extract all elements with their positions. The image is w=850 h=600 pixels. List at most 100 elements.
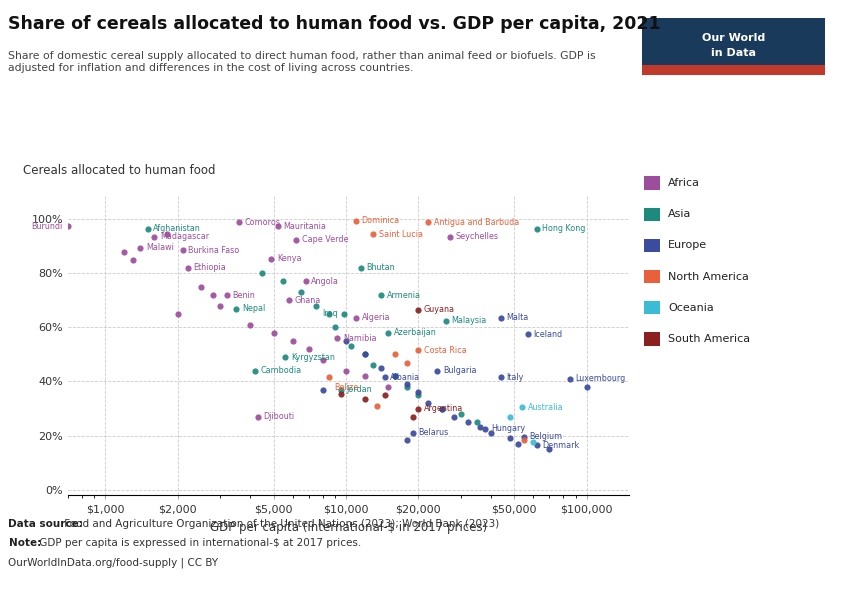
Point — [411, 390, 425, 400]
Point — [337, 309, 351, 319]
Point — [334, 389, 348, 398]
Point — [271, 221, 285, 231]
Point — [181, 263, 195, 273]
Point — [316, 355, 330, 365]
Text: Food and Agriculture Organization of the United Nations (2023); World Bank (2023: Food and Agriculture Organization of the… — [61, 519, 500, 529]
Text: in Data: in Data — [711, 49, 756, 58]
Point — [243, 320, 257, 329]
Point — [435, 404, 449, 413]
Point — [299, 277, 313, 286]
Text: Hungary: Hungary — [491, 424, 525, 433]
Text: Burundi: Burundi — [31, 221, 62, 230]
Text: Europe: Europe — [668, 241, 707, 250]
Point — [580, 382, 593, 392]
Point — [366, 229, 380, 239]
Text: Azerbaijan: Azerbaijan — [394, 328, 437, 337]
Point — [322, 309, 336, 319]
Point — [371, 401, 384, 410]
Point — [406, 412, 420, 421]
Text: Bhutan: Bhutan — [366, 263, 394, 272]
Point — [213, 301, 227, 311]
Point — [400, 435, 414, 445]
Text: Djibouti: Djibouti — [264, 412, 294, 421]
Point — [349, 216, 363, 226]
Text: Benin: Benin — [232, 290, 255, 299]
Text: Malta: Malta — [507, 313, 529, 322]
Point — [526, 437, 540, 447]
Point — [563, 374, 576, 383]
Point — [331, 334, 344, 343]
Point — [512, 439, 525, 448]
Text: South America: South America — [668, 334, 751, 344]
Point — [518, 432, 531, 442]
Text: Note:: Note: — [8, 538, 41, 548]
Point — [232, 217, 246, 227]
Point — [339, 366, 353, 376]
Text: Madagascar: Madagascar — [160, 232, 209, 241]
Point — [195, 282, 208, 292]
Point — [220, 290, 234, 300]
Text: Share of domestic cereal supply allocated to direct human food, rather than anim: Share of domestic cereal supply allocate… — [8, 51, 596, 73]
FancyBboxPatch shape — [642, 65, 824, 75]
Point — [521, 329, 535, 339]
Text: Ethiopia: Ethiopia — [193, 263, 226, 272]
Point — [267, 328, 280, 338]
Point — [530, 224, 543, 233]
Text: Cambodia: Cambodia — [261, 366, 302, 375]
Point — [279, 352, 292, 362]
Point — [518, 435, 531, 445]
Point — [339, 336, 353, 346]
Text: Angola: Angola — [311, 277, 339, 286]
Text: Malaysia: Malaysia — [451, 316, 487, 325]
Point — [411, 346, 425, 355]
Point — [382, 382, 395, 392]
Text: Antigua and Barbuda: Antigua and Barbuda — [434, 218, 519, 227]
Text: North America: North America — [668, 272, 749, 281]
Point — [117, 247, 131, 257]
Point — [503, 433, 517, 443]
Text: Guyana: Guyana — [424, 305, 455, 314]
Text: Malawi: Malawi — [146, 243, 174, 252]
Point — [206, 290, 219, 300]
Text: Iceland: Iceland — [534, 329, 563, 338]
Point — [473, 422, 487, 432]
Point — [411, 388, 425, 397]
Point — [141, 224, 155, 233]
Text: Argentina: Argentina — [424, 404, 463, 413]
Point — [431, 366, 445, 376]
Point — [400, 379, 414, 389]
Point — [358, 350, 371, 359]
Text: Armenia: Armenia — [387, 290, 421, 299]
Text: Africa: Africa — [668, 178, 700, 188]
Point — [358, 350, 371, 359]
Point — [454, 409, 468, 419]
FancyBboxPatch shape — [642, 18, 824, 75]
Point — [126, 255, 139, 265]
Point — [248, 366, 262, 376]
Point — [378, 373, 392, 382]
Point — [435, 404, 449, 413]
Point — [479, 424, 492, 434]
Point — [439, 316, 452, 325]
Point — [322, 373, 336, 382]
Point — [382, 328, 395, 338]
Text: Cape Verde: Cape Verde — [302, 235, 348, 244]
Point — [358, 394, 371, 404]
Text: Kenya: Kenya — [277, 254, 302, 263]
Text: OurWorldInData.org/food-supply | CC BY: OurWorldInData.org/food-supply | CC BY — [8, 557, 218, 568]
Text: Albania: Albania — [390, 373, 421, 382]
Point — [422, 217, 435, 227]
Point — [515, 403, 529, 412]
Text: Costa Rica: Costa Rica — [424, 346, 467, 355]
X-axis label: GDP per capita (international-$ in 2017 prices): GDP per capita (international-$ in 2017 … — [210, 521, 487, 534]
Point — [256, 269, 269, 278]
Text: Nepal: Nepal — [241, 304, 265, 313]
Text: Belarus: Belarus — [418, 428, 449, 437]
Point — [176, 245, 190, 255]
Text: Ghana: Ghana — [295, 296, 320, 305]
Point — [374, 290, 388, 300]
Point — [374, 363, 388, 373]
Point — [282, 296, 296, 305]
Point — [264, 254, 278, 263]
Point — [286, 336, 299, 346]
